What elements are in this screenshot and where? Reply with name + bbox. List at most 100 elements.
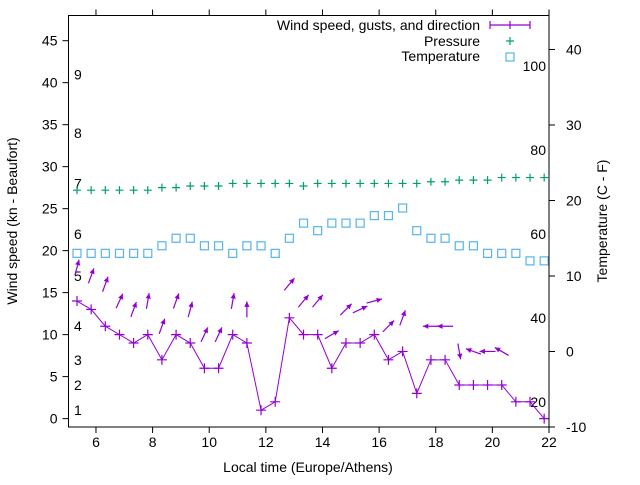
legend-mark-temperature <box>505 52 515 62</box>
y-tick-label: 45 <box>42 33 58 49</box>
beaufort-label: 2 <box>74 377 82 393</box>
beaufort-label: 5 <box>74 268 82 284</box>
legend-mark-pressure <box>506 37 514 45</box>
legend-label-wind: Wind speed, gusts, and direction <box>277 17 480 33</box>
temperature-point <box>143 248 153 258</box>
pressure-point <box>143 186 152 195</box>
pressure-point <box>129 186 138 195</box>
pressure-point <box>115 186 124 195</box>
arrow-head-icon <box>332 330 339 336</box>
pressure-point <box>72 186 81 195</box>
beaufort-label: 7 <box>74 175 82 191</box>
legend-mark-wind <box>489 21 531 29</box>
fahrenheit-label: 80 <box>530 142 546 158</box>
beaufort-label: 1 <box>74 402 82 418</box>
temperature-point <box>171 233 181 243</box>
wind-speed-point <box>185 338 196 349</box>
wind-speed-point <box>411 388 422 399</box>
temperature-point <box>454 241 464 251</box>
x-tick-label: 12 <box>258 434 274 450</box>
wind-direction-arrow <box>422 323 439 329</box>
wind-direction-arrow <box>399 310 406 326</box>
x-tick-label: 16 <box>371 434 387 450</box>
arrow-head-icon <box>132 301 137 308</box>
temperature-point <box>440 233 450 243</box>
beaufort-label: 3 <box>74 352 82 368</box>
wind-speed-point <box>156 354 167 365</box>
arrow-head-icon <box>75 259 81 266</box>
temperature-point <box>539 256 549 266</box>
pressure-point <box>426 177 435 186</box>
x-tick-label: 22 <box>541 434 557 450</box>
temperature-point <box>341 218 351 228</box>
wind-speed-point <box>326 363 337 374</box>
arrow-head-icon <box>457 353 463 360</box>
wind-speed-point <box>312 329 323 340</box>
arrow-head-icon <box>203 327 208 334</box>
wind-direction-arrow <box>382 320 395 333</box>
wind-direction-arrow <box>339 303 353 316</box>
fahrenheit-label: 20 <box>530 394 546 410</box>
wind-direction-arrow <box>457 343 463 360</box>
wind-speed-point <box>241 338 252 349</box>
arrow-head-icon <box>422 323 429 329</box>
temperature-point <box>468 241 478 251</box>
wind-direction-arrow <box>230 293 236 310</box>
wind-speed-point <box>128 338 139 349</box>
wind-direction-arrow <box>283 277 295 291</box>
beaufort-label: 8 <box>74 125 82 141</box>
arrow-head-icon <box>145 293 151 299</box>
wind-speed-point <box>100 321 111 332</box>
temperature-point <box>185 233 195 243</box>
y-tick-label: 0 <box>50 411 58 427</box>
pressure-point <box>412 179 421 188</box>
wind-speed-point <box>496 380 507 391</box>
arrow-head-icon <box>188 301 194 308</box>
arrow-head-icon <box>479 348 485 355</box>
y2-tick-label: 20 <box>566 192 582 208</box>
pressure-point <box>186 181 195 190</box>
wind-direction-arrow <box>172 293 180 309</box>
pressure-point <box>101 186 110 195</box>
arrow-head-icon <box>244 301 250 307</box>
wind-speed-point <box>270 396 281 407</box>
wind-speed-point <box>383 354 394 365</box>
temperature-point <box>129 248 139 258</box>
y-axis-label: Wind speed (kn - Beaufort) <box>4 137 20 304</box>
wind-direction-arrow <box>437 323 454 329</box>
pressure-point <box>526 173 535 182</box>
wind-speed-point <box>539 413 550 424</box>
wind-direction-arrow <box>74 259 81 276</box>
beaufort-label: 4 <box>74 318 82 334</box>
arrow-head-icon <box>401 310 406 317</box>
x-tick-label: 18 <box>428 434 444 450</box>
temperature-point <box>497 248 507 258</box>
temperature-point <box>398 203 408 213</box>
y-tick-label: 30 <box>42 159 58 175</box>
pressure-point <box>497 173 506 182</box>
wind-speed-point <box>510 396 521 407</box>
pressure-point <box>398 179 407 188</box>
wind-direction-arrow <box>465 348 482 355</box>
pressure-point <box>455 176 464 185</box>
legend: Wind speed, gusts, and direction Pressur… <box>277 17 531 64</box>
wind-speed-point <box>199 363 210 374</box>
arrow-head-icon <box>437 323 443 329</box>
wind-direction-arrow <box>244 301 250 318</box>
pressure-point <box>214 181 223 190</box>
wind-speed-point <box>227 329 238 340</box>
wind-direction-arrow <box>312 294 324 308</box>
wind-direction-arrow <box>115 293 124 309</box>
temperature-point <box>426 233 436 243</box>
arrow-head-icon <box>89 268 95 275</box>
y2-tick-label: 30 <box>566 117 582 133</box>
wind-direction-arrow <box>214 327 223 343</box>
wind-speed-point <box>114 329 125 340</box>
wind-direction-arrow <box>352 305 368 314</box>
wind-speed-point <box>425 354 436 365</box>
wind-speed-point <box>397 346 408 357</box>
wind-direction-arrow <box>494 346 509 356</box>
temperature-point <box>72 248 82 258</box>
pressure-point <box>384 179 393 188</box>
wind-direction-arrow <box>130 301 137 318</box>
